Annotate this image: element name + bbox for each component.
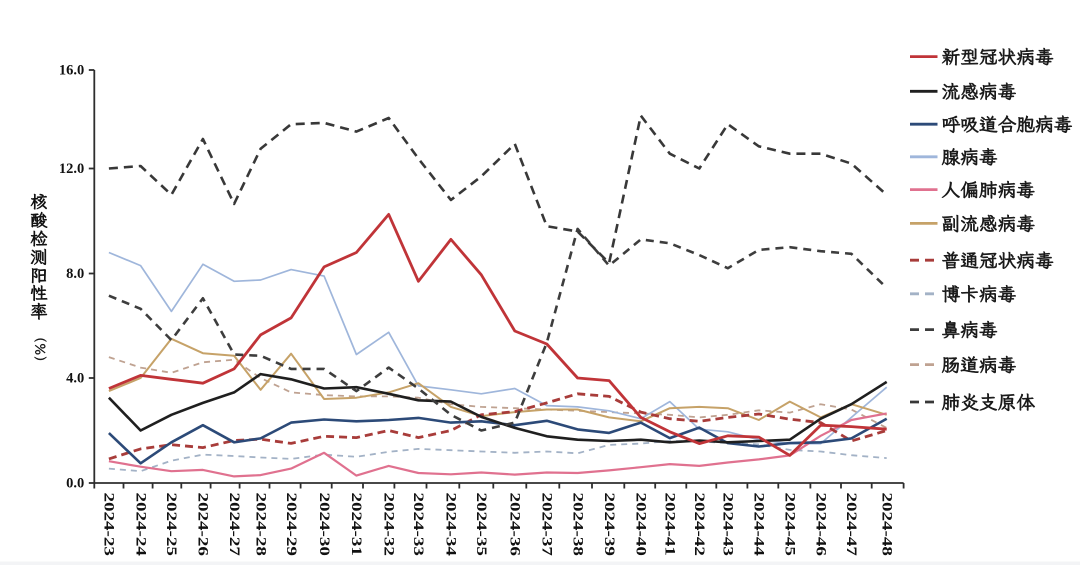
- svg-text:12.0: 12.0: [59, 161, 84, 177]
- svg-text:2024-23: 2024-23: [101, 493, 118, 556]
- svg-text:2024-35: 2024-35: [474, 493, 491, 556]
- svg-text:2024-28: 2024-28: [253, 493, 270, 556]
- svg-text:2024-39: 2024-39: [601, 493, 618, 556]
- svg-text:2024-32: 2024-32: [381, 493, 398, 556]
- svg-text:2024-33: 2024-33: [411, 493, 428, 556]
- svg-text:2024-36: 2024-36: [507, 493, 524, 557]
- svg-text:2024-42: 2024-42: [692, 493, 709, 556]
- svg-text:2024-37: 2024-37: [539, 493, 556, 557]
- svg-text:2024-44: 2024-44: [751, 493, 768, 557]
- svg-text:2024-31: 2024-31: [349, 493, 366, 556]
- svg-text:2024-46: 2024-46: [813, 493, 830, 557]
- svg-text:2024-48: 2024-48: [879, 493, 896, 556]
- svg-text:8.0: 8.0: [66, 266, 84, 282]
- svg-text:2024-30: 2024-30: [316, 493, 333, 556]
- svg-text:16.0: 16.0: [59, 63, 84, 79]
- svg-text:2024-26: 2024-26: [195, 493, 212, 557]
- svg-text:2024-45: 2024-45: [782, 493, 799, 556]
- svg-text:2024-47: 2024-47: [844, 493, 861, 557]
- svg-text:4.0: 4.0: [66, 371, 84, 387]
- svg-text:2024-41: 2024-41: [662, 493, 679, 556]
- svg-text:2024-29: 2024-29: [283, 493, 300, 556]
- svg-text:2024-43: 2024-43: [720, 493, 737, 556]
- svg-text:2024-25: 2024-25: [164, 493, 181, 556]
- svg-text:2024-40: 2024-40: [633, 493, 650, 556]
- svg-text:0.0: 0.0: [66, 476, 84, 492]
- svg-text:2024-34: 2024-34: [443, 493, 460, 557]
- svg-text:2024-38: 2024-38: [570, 493, 587, 556]
- svg-text:2024-24: 2024-24: [133, 493, 150, 557]
- svg-text:2024-27: 2024-27: [226, 493, 243, 557]
